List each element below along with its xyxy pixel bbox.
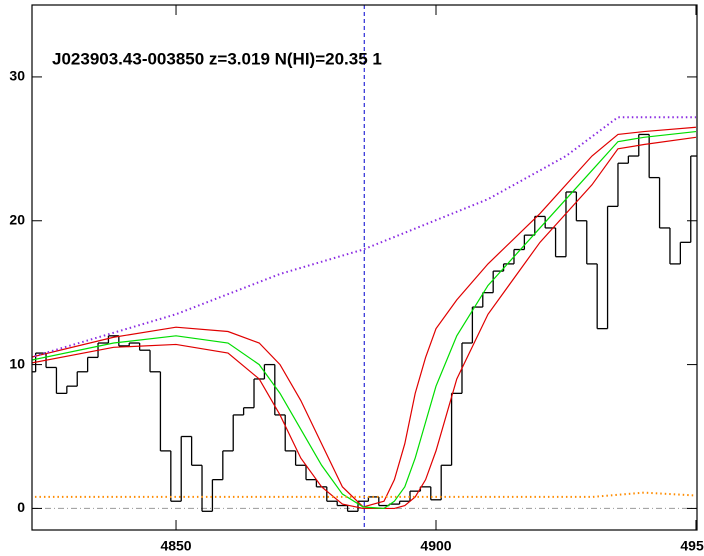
- y-tick-label: 0: [17, 499, 25, 515]
- x-tick-label: 4900: [420, 538, 451, 554]
- model-line: [32, 136, 697, 510]
- y-tick-label: 30: [9, 68, 25, 84]
- model-line: [32, 491, 697, 498]
- plot-area: [32, 5, 697, 530]
- y-tick-label: 20: [9, 211, 25, 227]
- chart-title: J023903.43-003850 z=3.019 N(HI)=20.35 1: [52, 49, 382, 68]
- x-tick-label: 4950: [680, 538, 704, 554]
- model-line: [32, 126, 697, 508]
- plot-frame: [31, 4, 698, 531]
- model-line: [32, 130, 697, 510]
- y-tick-label: 10: [9, 355, 25, 371]
- x-tick-label: 4850: [160, 538, 191, 554]
